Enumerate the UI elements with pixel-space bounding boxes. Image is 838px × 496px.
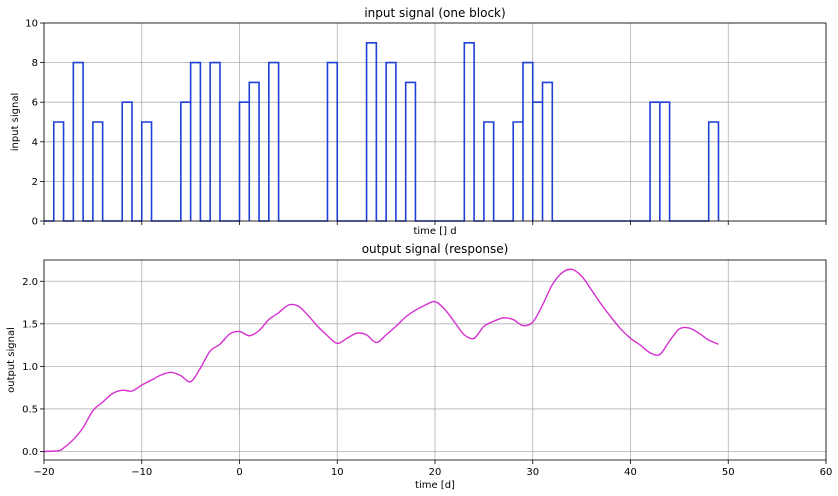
x-tick-label: 60 xyxy=(820,467,833,478)
output-grid xyxy=(43,260,827,460)
input-signal-line xyxy=(44,42,720,222)
x-tick-label: 20 xyxy=(429,467,442,478)
output-signal-line xyxy=(43,268,719,453)
y-tick-label: 2 xyxy=(32,177,38,188)
x-tick-label: 30 xyxy=(526,467,539,478)
x-tick-label: 40 xyxy=(624,467,637,478)
y-tick-label: 0 xyxy=(32,217,38,228)
y-tick-label: 0.5 xyxy=(22,404,38,415)
y-tick-label: 2.0 xyxy=(22,277,38,288)
x-tick-label: 10 xyxy=(331,467,344,478)
x-tick-label: 50 xyxy=(722,467,735,478)
y-tick-label: 8 xyxy=(32,58,38,69)
output-title: output signal (response) xyxy=(362,242,509,256)
input-signal-panel: 0 2 4 6 8 10 input signal (one block) time []… xyxy=(10,6,827,237)
y-tick-label: 1.0 xyxy=(22,362,38,373)
x-tick-label: 0 xyxy=(236,467,242,478)
output-ylabel: output signal xyxy=(6,327,17,393)
input-ylabel: input signal xyxy=(10,93,21,151)
y-tick-label: 6 xyxy=(32,98,38,109)
input-ticks: 0 2 4 6 8 10 xyxy=(25,19,827,228)
output-xlabel: time [d] xyxy=(415,480,455,491)
input-xlabel: time [] d xyxy=(413,226,456,237)
output-series xyxy=(43,268,719,453)
y-tick-label: 10 xyxy=(25,19,38,30)
output-ticks: −20 −10 0 10 20 30 40 50 60 0.0 0.5 1.0 1.5 2.0 xyxy=(22,277,832,478)
x-tick-label: −10 xyxy=(131,467,152,478)
y-tick-label: 1.5 xyxy=(22,319,38,330)
output-signal-panel: −20 −10 0 10 20 30 40 50 60 0.0 0.5 1.0 1.5 2.0 outpu… xyxy=(6,242,832,491)
x-tick-label: −20 xyxy=(33,467,54,478)
input-series xyxy=(44,42,720,222)
y-tick-label: 0.0 xyxy=(22,447,38,458)
input-title: input signal (one block) xyxy=(364,6,505,20)
y-tick-label: 4 xyxy=(32,137,38,148)
